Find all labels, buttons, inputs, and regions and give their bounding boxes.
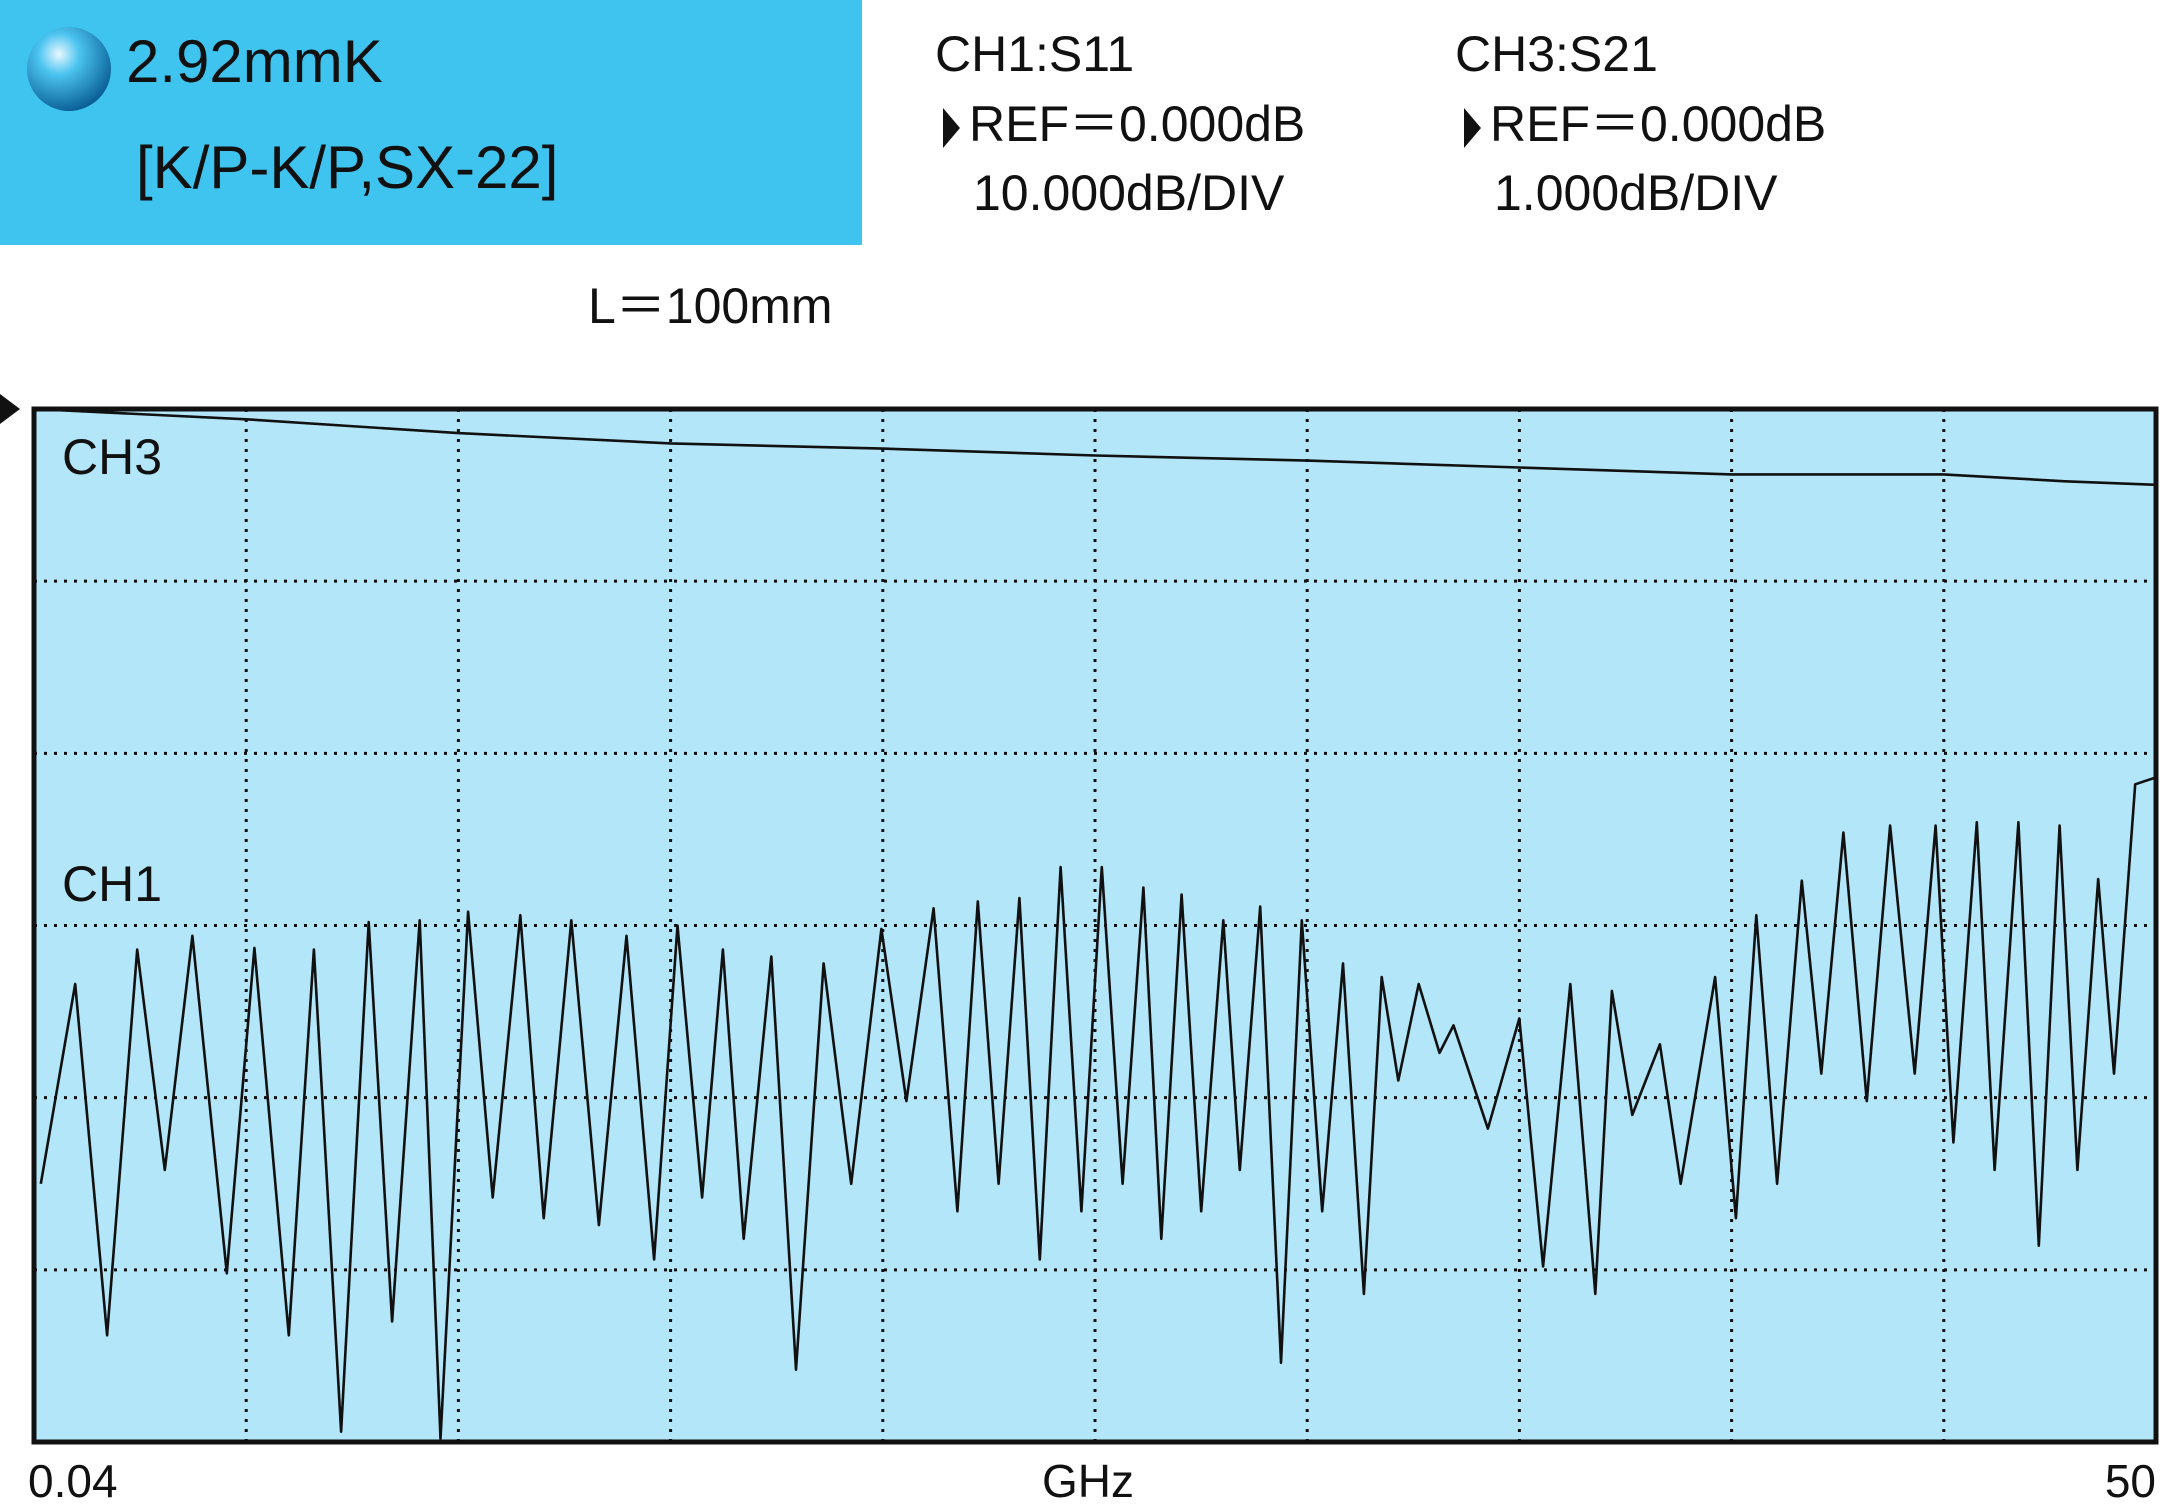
channel-scale: 10.000dB/DIV [973, 165, 1285, 221]
ref-marker [943, 108, 960, 148]
annotation: L＝100mm [588, 278, 833, 334]
x-tick-label: 50 [2105, 1455, 2156, 1506]
header-box [0, 0, 862, 245]
channel-name: CH3:S21 [1455, 26, 1658, 82]
channel-scale: 1.000dB/DIV [1494, 165, 1778, 221]
trace [33, 407, 2157, 487]
ref-position-marker [0, 394, 20, 424]
channel-name: CH1:S11 [935, 26, 1134, 82]
header-subtitle: [K/P-K/P,SX-22] [136, 134, 558, 201]
header-icon [27, 27, 111, 111]
header-title: 2.92mmK [126, 28, 383, 95]
channel-ref: REF＝0.000dB [969, 96, 1305, 152]
ref-marker [1464, 108, 1481, 148]
trace-label: CH1 [62, 856, 162, 912]
plot-layer: CH1 CH3 [33, 407, 2157, 1444]
x-tick-label: 0.04 [28, 1455, 118, 1506]
channel-ref: REF＝0.000dB [1490, 96, 1826, 152]
trace [39, 776, 2157, 1440]
x-axis-label: GHz [1042, 1455, 1134, 1506]
trace-label: CH3 [62, 429, 162, 485]
